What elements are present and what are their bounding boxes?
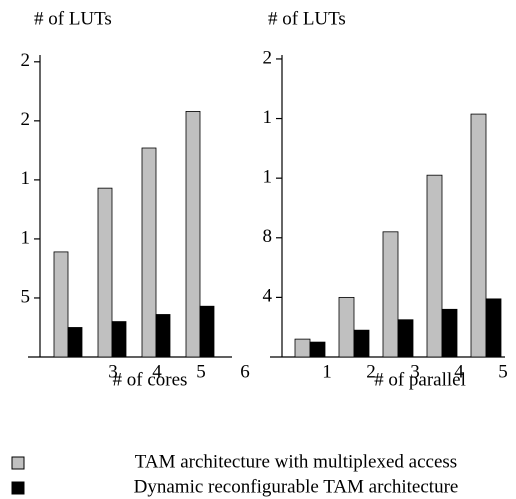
legend-swatch bbox=[11, 481, 25, 495]
bar bbox=[397, 319, 414, 358]
y-tick-label: 1 bbox=[263, 167, 273, 188]
legend-label: TAM architecture with multiplexed access bbox=[135, 451, 457, 472]
y-tick-label: 2 bbox=[21, 109, 31, 130]
bar bbox=[67, 327, 83, 358]
bar bbox=[382, 231, 399, 358]
bar bbox=[485, 298, 502, 358]
bar bbox=[294, 338, 311, 358]
bar bbox=[353, 329, 370, 358]
x-axis-label: # of parallel bbox=[374, 369, 466, 390]
bar bbox=[470, 113, 487, 358]
legend-label: Dynamic reconfigurable TAM architecture bbox=[134, 476, 459, 497]
chart-title: # of LUTs bbox=[268, 8, 346, 29]
legend-swatch bbox=[11, 456, 25, 470]
x-tick-label: 2 bbox=[366, 361, 376, 382]
y-tick-label: 8 bbox=[263, 226, 273, 247]
y-tick-label: 1 bbox=[21, 227, 31, 248]
x-tick-label: 4 bbox=[454, 361, 464, 382]
bar bbox=[111, 321, 127, 358]
bar bbox=[141, 147, 157, 358]
bar bbox=[338, 296, 355, 358]
bar bbox=[441, 308, 458, 358]
x-tick-label: 5 bbox=[196, 361, 206, 382]
y-tick-label: 1 bbox=[21, 168, 31, 189]
y-tick-label: 4 bbox=[263, 286, 273, 307]
x-tick-label: 3 bbox=[108, 361, 118, 382]
x-tick-label: 1 bbox=[322, 361, 332, 382]
bar bbox=[97, 187, 113, 358]
x-tick-label: 6 bbox=[240, 361, 250, 382]
x-axis-label: # of cores bbox=[113, 369, 188, 390]
x-tick-label: 5 bbox=[498, 361, 508, 382]
y-tick-label: 1 bbox=[263, 107, 273, 128]
bar bbox=[155, 314, 171, 358]
bar bbox=[185, 111, 201, 358]
chart-title: # of LUTs bbox=[34, 8, 112, 29]
bar bbox=[309, 341, 326, 358]
x-tick-label: 3 bbox=[410, 361, 420, 382]
bar bbox=[426, 174, 443, 358]
bar bbox=[53, 251, 69, 358]
y-tick-label: 2 bbox=[21, 50, 31, 71]
bar bbox=[199, 305, 215, 358]
x-tick-label: 4 bbox=[152, 361, 162, 382]
y-tick-label: 5 bbox=[21, 286, 31, 307]
y-tick-label: 2 bbox=[263, 47, 273, 68]
